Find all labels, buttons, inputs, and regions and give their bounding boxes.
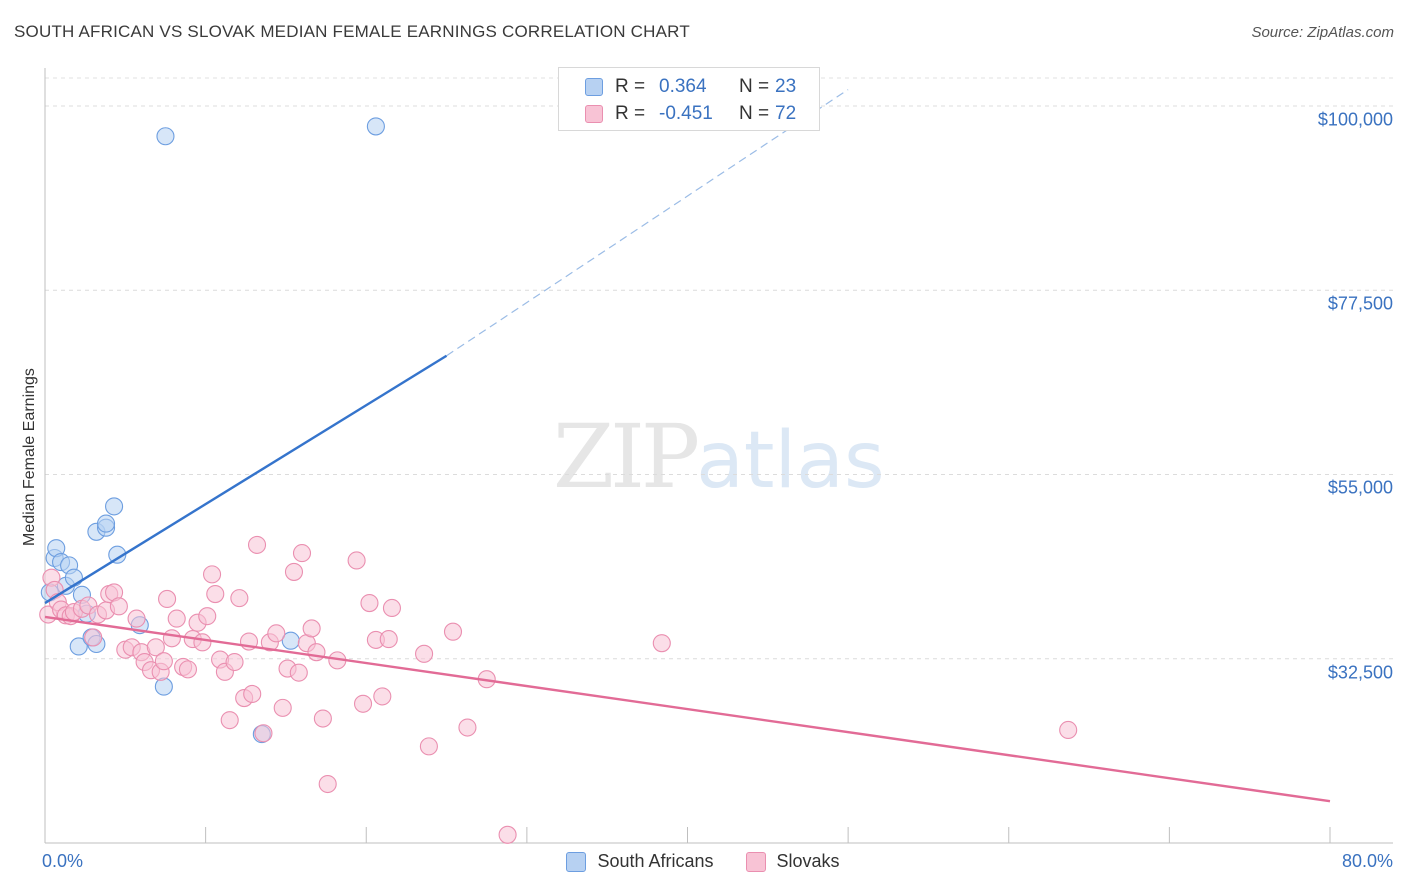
- legend-label-slovaks: Slovaks: [776, 851, 840, 871]
- slovak-point: [498, 825, 517, 844]
- slovak-point: [154, 652, 173, 671]
- south-african-point: [108, 545, 127, 564]
- slovak-point: [198, 607, 217, 626]
- slovak-point: [379, 630, 398, 649]
- y-tick-label: $55,000: [1327, 477, 1393, 498]
- legend-r-label: R =: [615, 103, 646, 124]
- legend-r-value: -0.451: [659, 103, 713, 124]
- legend-r-value: 0.364: [659, 76, 707, 97]
- slovak-point: [167, 609, 186, 628]
- y-tick-label: $100,000: [1317, 109, 1393, 130]
- slovak-point: [158, 589, 177, 609]
- slovak-point: [162, 629, 181, 648]
- correlation-legend: R = 0.364 N = 23 R = -0.451 N = 72: [558, 67, 820, 131]
- slovak-point: [254, 724, 273, 743]
- slovak-point: [302, 619, 321, 638]
- slovak-point: [84, 628, 103, 647]
- legend-item-slovaks[interactable]: Slovaks: [745, 851, 840, 872]
- x-tick-label: 80.0%: [1341, 851, 1393, 871]
- slovak-point: [307, 643, 326, 662]
- south-african-point: [96, 514, 116, 533]
- legend-row-slovaks: R = -0.451 N = 72: [559, 100, 796, 128]
- south-african-trend-line: [44, 354, 448, 605]
- legend-item-south-africans[interactable]: South Africans: [566, 851, 714, 872]
- south-african-point: [156, 127, 175, 146]
- slovak-point: [225, 652, 244, 672]
- slovak-point: [267, 624, 286, 643]
- legend-label-south-africans: South Africans: [597, 851, 714, 871]
- y-axis-label: Median Female Earnings: [21, 368, 38, 546]
- slovak-point: [220, 711, 239, 730]
- series-legend: South Africans Slovaks: [0, 851, 1406, 872]
- y-tick-label: $32,500: [1327, 662, 1393, 683]
- slovak-point: [230, 589, 249, 608]
- legend-swatch-slovaks: [745, 851, 766, 872]
- legend-r-label: R =: [615, 76, 646, 97]
- chart-title: SOUTH AFRICAN VS SLOVAK MEDIAN FEMALE EA…: [14, 22, 690, 41]
- slovak-point: [458, 718, 477, 737]
- x-tick-label: 0.0%: [42, 851, 84, 871]
- slovak-point: [353, 694, 373, 713]
- slovak-point: [247, 535, 267, 554]
- legend-swatch-south-africans: [566, 851, 587, 872]
- slovak-point: [373, 687, 392, 706]
- source-label: Source: ZipAtlas.com: [1251, 24, 1394, 41]
- slovak-point: [206, 584, 225, 604]
- y-tick-label: $77,500: [1327, 293, 1393, 314]
- legend-n-label: N =: [739, 76, 770, 97]
- legend-n-value: 72: [775, 103, 797, 124]
- south-african-point: [366, 117, 385, 136]
- south-african-point: [69, 637, 88, 656]
- slovak-point: [360, 593, 379, 613]
- slovak-point: [243, 684, 262, 704]
- slovak-point: [347, 551, 366, 570]
- slovak-point: [193, 633, 212, 652]
- watermark-atlas: atlas: [696, 416, 885, 506]
- slovak-point: [419, 737, 438, 756]
- slovak-point: [203, 565, 222, 584]
- slovak-point: [289, 663, 308, 682]
- legend-row-south-africans: R = 0.364 N = 23: [559, 73, 796, 101]
- slovak-point: [146, 638, 165, 657]
- south-african-trend-extension: [446, 89, 849, 357]
- slovak-point: [109, 597, 128, 616]
- legend-n-label: N =: [739, 103, 770, 124]
- legend-swatch-slovaks: [585, 105, 603, 123]
- slovak-point: [284, 562, 304, 581]
- south-african-point: [105, 497, 124, 516]
- slovak-point: [292, 544, 312, 563]
- slovak-point: [382, 598, 402, 618]
- slovak-point: [443, 622, 463, 641]
- legend-n-value: 23: [775, 76, 797, 97]
- slovak-point: [127, 609, 146, 628]
- slovak-point: [313, 709, 332, 728]
- slovak-point: [1059, 720, 1078, 740]
- slovak-point: [178, 660, 198, 679]
- slovak-point: [415, 644, 434, 663]
- slovak-point: [652, 634, 671, 653]
- watermark-zip: ZIP: [553, 405, 700, 508]
- watermark: ZIPatlas: [553, 405, 885, 508]
- south-african-point: [64, 568, 83, 587]
- legend-swatch-south-africans: [585, 78, 603, 96]
- slovak-point: [273, 698, 292, 717]
- slovak-point: [318, 774, 337, 794]
- south-african-point: [154, 677, 173, 696]
- slovak-trend-line: [44, 615, 1331, 803]
